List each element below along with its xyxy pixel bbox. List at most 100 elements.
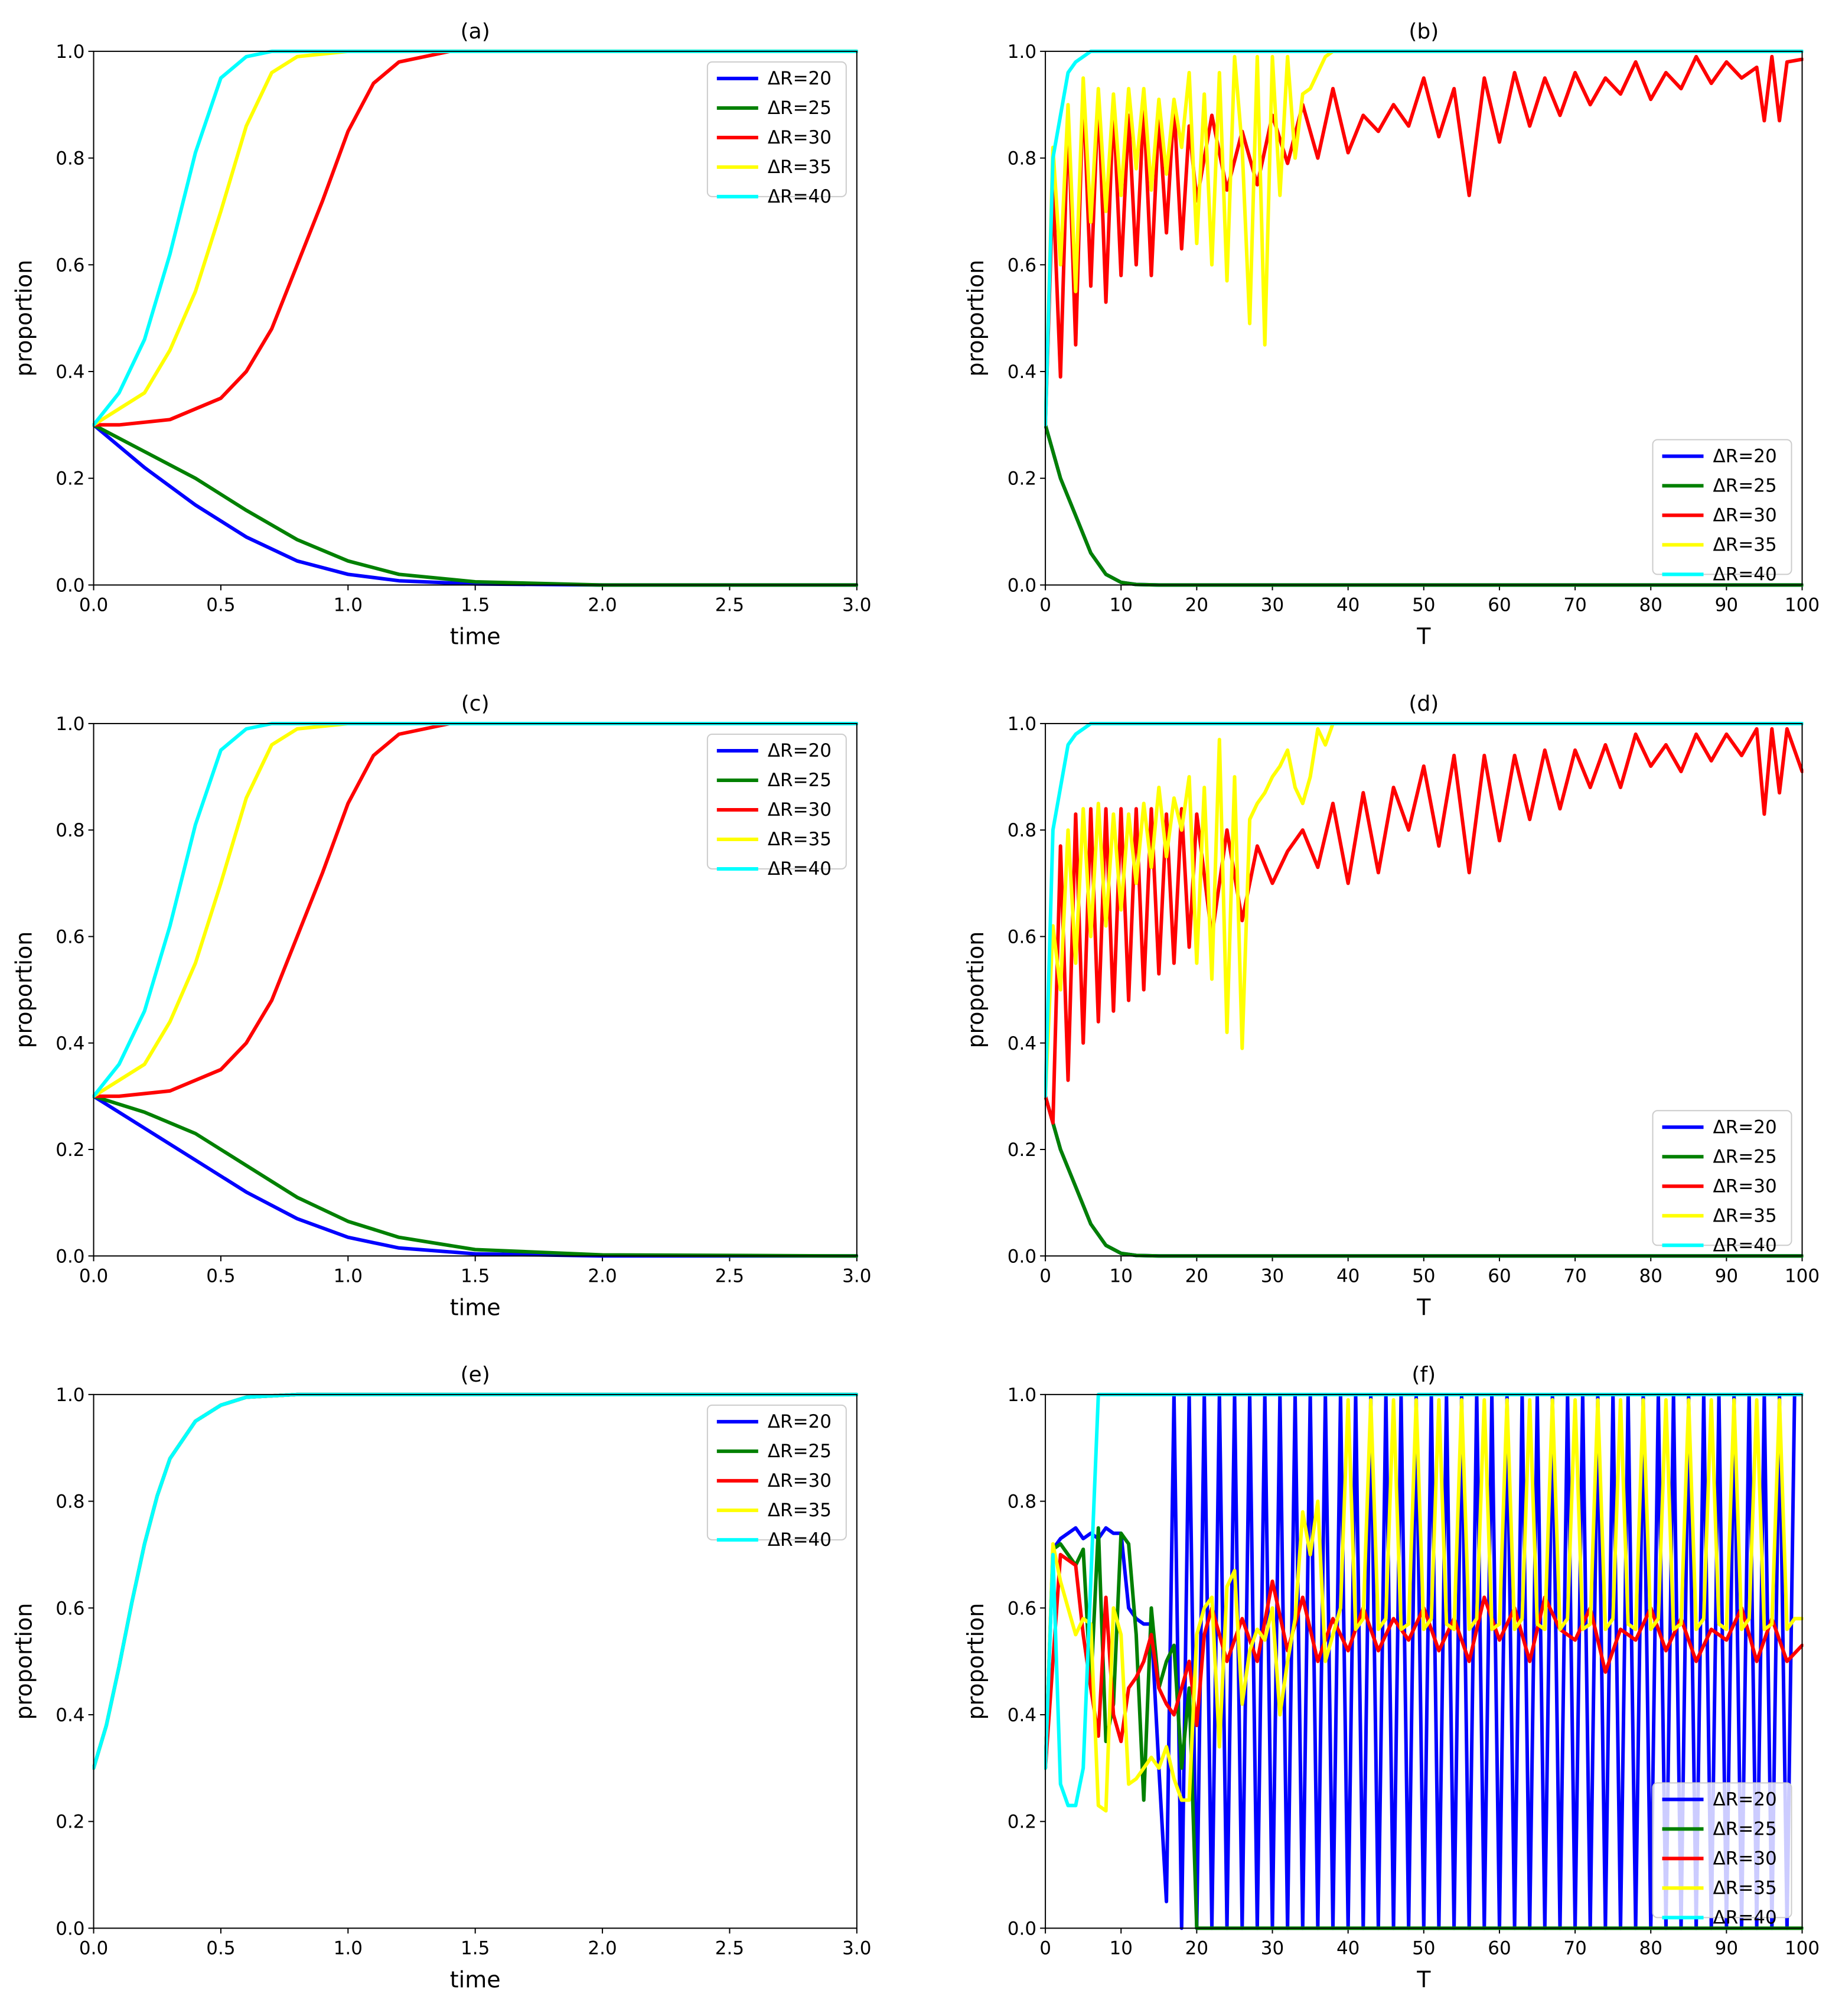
x-tick-label: 20 [1185, 1265, 1208, 1287]
x-tick-label: 1.5 [461, 1937, 490, 1959]
plot-frame [93, 1393, 858, 1929]
y-tick-label: 0.8 [1008, 148, 1036, 170]
y-tick-label: 0.0 [1008, 575, 1036, 596]
y-tick-label: 1.0 [56, 714, 84, 735]
y-tick-label: 0.0 [56, 575, 84, 596]
x-tick-label: 50 [1412, 1937, 1435, 1959]
x-tick-label: 1.0 [334, 594, 363, 615]
x-tick-label: 10 [1110, 1937, 1133, 1959]
y-tick-label: 0.6 [1008, 1598, 1036, 1619]
y-tick-label: 0.6 [56, 926, 84, 947]
x-tick-label: 0.0 [79, 1937, 108, 1959]
y-tick-label: 0.2 [56, 1812, 84, 1833]
y-tick-label: 0.4 [1008, 361, 1036, 383]
x-tick-label: 3.0 [842, 1937, 871, 1959]
x-tick-label: 0.0 [79, 1265, 108, 1287]
x-tick-label: 3.0 [842, 1265, 871, 1287]
series-line-5 [1044, 722, 1804, 1098]
x-axis-label: time [450, 623, 501, 649]
y-axis-label: proportion [963, 932, 989, 1048]
y-tick-label: 0.6 [56, 255, 84, 276]
series-line-1 [92, 1094, 858, 1258]
legend-label: ΔR=20 [1713, 1116, 1777, 1138]
y-tick-label: 0.2 [1008, 1139, 1036, 1161]
x-tick-label: 2.0 [588, 594, 617, 615]
series-line-3 [1044, 54, 1804, 427]
x-tick-label: 2.0 [588, 1937, 617, 1959]
x-tick-label: 100 [1785, 1265, 1820, 1287]
legend-box [706, 733, 847, 869]
legend-label: ΔR=20 [768, 1411, 832, 1432]
x-tick-label: 1.5 [461, 1265, 490, 1287]
x-tick-label: 90 [1715, 1937, 1738, 1959]
legend-label: ΔR=35 [768, 829, 832, 850]
legend-label: ΔR=40 [768, 186, 832, 207]
y-tick-label: 0.4 [56, 1033, 84, 1054]
chart-panel-a: (a) 0.0 0.5 1.0 1.5 2.0 2.5 3.0 0.0 0.2 0.4 0.6 0.8 1… [11, 19, 872, 650]
legend: ΔR=20 ΔR=25 ΔR=30 ΔR=35 ΔR=40 [706, 1404, 847, 1551]
series-line-4 [92, 49, 858, 427]
y-tick-label: 1.0 [1008, 714, 1036, 735]
x-tick-label: 50 [1412, 594, 1435, 615]
legend-label: ΔR=30 [1713, 504, 1777, 526]
y-tick-label: 0.6 [56, 1598, 84, 1619]
chart-panel-b: (b) 0 10 20 30 40 50 60 70 80 90 100 0.0 0.2 0.4 0.6 0.8… [963, 19, 1820, 650]
x-tick-label: 60 [1488, 1937, 1511, 1959]
series-line-5 [92, 722, 858, 1098]
x-tick-label: 0.5 [206, 594, 235, 615]
legend-label: ΔR=20 [768, 68, 832, 89]
series-group [1044, 722, 1804, 1258]
legend-box [1652, 1110, 1792, 1246]
x-tick-label: 80 [1639, 594, 1662, 615]
y-tick-label: 1.0 [56, 41, 84, 63]
legend-label: ΔR=20 [768, 740, 832, 761]
y-tick-label: 0.0 [56, 1918, 84, 1939]
y-tick-label: 0.4 [56, 1705, 84, 1726]
x-tick-label: 60 [1488, 594, 1511, 615]
legend-label: ΔR=40 [1713, 1907, 1777, 1928]
y-tick-label: 0.8 [1008, 1491, 1036, 1513]
x-tick-label: 100 [1785, 1937, 1820, 1959]
y-tick-label: 0.8 [56, 1491, 84, 1513]
x-axis-label: time [450, 1966, 501, 1992]
legend-label: ΔR=40 [768, 858, 832, 880]
plot-frame [93, 50, 858, 586]
x-tick-label: 0 [1039, 1265, 1051, 1287]
y-tick-label: 0.6 [1008, 926, 1036, 947]
x-tick-label: 60 [1488, 1265, 1511, 1287]
legend-label: ΔR=30 [1713, 1848, 1777, 1869]
x-tick-label: 0 [1039, 1937, 1051, 1959]
chart-panel-c: (c) 0.0 0.5 1.0 1.5 2.0 2.5 3.0 0.0 0.2 0.4 0.6 0.8 1… [11, 692, 872, 1320]
legend-label: ΔR=35 [768, 1500, 832, 1521]
x-tick-label: 3.0 [842, 594, 871, 615]
y-axis-label: proportion [963, 260, 989, 377]
x-tick-label: 70 [1563, 1265, 1586, 1287]
y-tick-label: 1.0 [1008, 1385, 1036, 1406]
plot-frame [1045, 1393, 1803, 1929]
series-line-4 [92, 722, 858, 1098]
y-axis-label: proportion [11, 260, 37, 377]
legend: ΔR=20 ΔR=25 ΔR=30 ΔR=35 ΔR=40 [1652, 439, 1792, 585]
x-tick-label: 0 [1039, 594, 1051, 615]
y-tick-label: 0.0 [56, 1246, 84, 1267]
series-group [92, 722, 858, 1258]
y-tick-label: 0.2 [1008, 468, 1036, 490]
series-line-4 [1044, 1398, 1804, 1813]
legend-label: ΔR=20 [1713, 1789, 1777, 1810]
x-tick-label: 0.5 [206, 1937, 235, 1959]
x-tick-label: 40 [1336, 594, 1360, 615]
y-tick-label: 0.4 [56, 361, 84, 383]
legend: ΔR=20 ΔR=25 ΔR=30 ΔR=35 ΔR=40 [706, 61, 847, 207]
series-line-4 [1044, 722, 1804, 1098]
series-line-1 [92, 423, 858, 587]
x-tick-label: 30 [1261, 1265, 1284, 1287]
x-tick-label: 0.5 [206, 1265, 235, 1287]
y-tick-label: 0.4 [1008, 1705, 1036, 1726]
x-tick-label: 40 [1336, 1265, 1360, 1287]
legend-label: ΔR=35 [1713, 534, 1777, 555]
legend-label: ΔR=30 [1713, 1175, 1777, 1197]
chart-panel-f: (f) 0 10 20 30 40 50 60 70 80 90 100 0.0 0.2 0.4 0.6 0.8… [963, 1363, 1820, 1993]
legend-label: ΔR=40 [1713, 564, 1777, 585]
legend-box [706, 61, 847, 197]
x-tick-label: 1.0 [334, 1265, 363, 1287]
